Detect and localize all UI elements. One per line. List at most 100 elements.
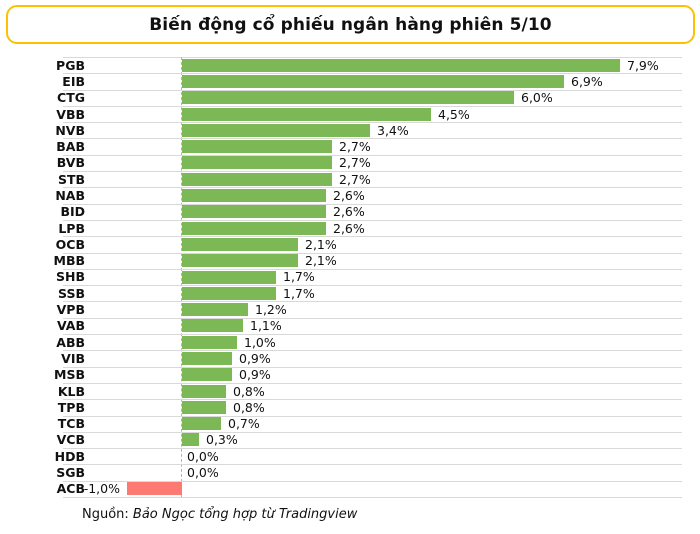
ticker-label: TCB [57,416,85,432]
value-label: 3,4% [377,122,409,138]
value-label: 2,7% [339,139,371,155]
row-gridline [63,317,682,319]
ticker-label: SSB [58,285,85,301]
value-label: 6,9% [571,73,603,89]
value-label: 7,9% [627,57,659,73]
ticker-label: ACB [56,481,85,497]
row-gridline [63,236,682,238]
value-label: 0,9% [239,350,271,366]
chart-title: Biến động cổ phiếu ngân hàng phiên 5/10 [149,14,552,35]
ticker-label: LPB [58,220,85,236]
row-gridline [63,431,682,433]
positive-bar [182,237,298,251]
row-gridline [63,105,682,107]
ticker-label: VBB [56,106,85,122]
value-label: 1,2% [255,302,287,318]
positive-bar [182,286,276,300]
positive-bar [182,172,332,186]
positive-bar [182,189,326,203]
ticker-label: MBB [53,253,86,269]
row-gridline [63,252,682,254]
positive-bar [182,205,326,219]
positive-bar [182,368,232,382]
positive-bar [182,254,298,268]
ticker-label: KLB [57,383,85,399]
source-text: Bảo Ngọc tổng hợp từ Tradingview [132,507,358,522]
positive-bar [182,351,232,365]
value-label: 2,7% [339,155,371,171]
row-gridline [63,480,682,482]
zero-axis-line [181,57,182,497]
ticker-label: ABB [56,334,85,350]
ticker-label: BVB [56,155,85,171]
value-label: 1,0% [244,334,276,350]
value-label: 1,1% [250,318,282,334]
row-gridline [63,285,682,287]
row-gridline [63,399,682,401]
ticker-label: PGB [56,57,85,73]
positive-bar [182,303,248,317]
row-gridline [63,497,682,498]
value-label: 1,7% [283,269,315,285]
ticker-label: OCB [55,236,85,252]
positive-bar [182,107,431,121]
ticker-label: SHB [56,269,85,285]
ticker-label: EIB [62,73,85,89]
ticker-label: TPB [57,399,85,415]
value-label: 0,7% [228,416,260,432]
positive-bar [182,123,370,137]
value-label: 0,8% [233,383,265,399]
row-gridline [63,448,682,450]
positive-bar [182,335,237,349]
source-caption: Nguồn: Bảo Ngọc tổng hợp từ Tradingview [82,507,357,522]
positive-bar [182,156,332,170]
row-gridline [63,89,682,91]
row-gridline [63,138,682,140]
ticker-label: NVB [55,122,85,138]
value-label: 0,3% [206,432,238,448]
row-gridline [63,154,682,156]
ticker-label: VCB [56,432,85,448]
ticker-label: BAB [56,139,85,155]
source-prefix: Nguồn: [82,507,133,522]
value-label: 2,6% [333,204,365,220]
row-gridline [63,268,682,270]
value-label: 0,0% [187,465,219,481]
ticker-label: VAB [56,318,85,334]
row-gridline [63,122,682,124]
value-label: 0,9% [239,367,271,383]
positive-bar [182,417,221,431]
bar-chart: PGB 7,9% EIB 6,9% CTG 6,0% VBB 4,5% NVB 3,4% BAB 2,… [0,57,700,498]
positive-bar [182,58,620,72]
value-label: 2,1% [305,253,337,269]
row-gridline [63,301,682,303]
ticker-label: VIB [61,350,85,366]
positive-bar [182,319,243,333]
ticker-label: BID [60,204,85,220]
positive-bar [182,433,199,447]
value-label: 2,1% [305,236,337,252]
row-gridline [63,464,682,466]
positive-bar [182,91,514,105]
ticker-label: MSB [54,367,85,383]
row-gridline [63,382,682,384]
row-gridline [63,203,682,205]
row-gridline [63,171,682,173]
ticker-label: HDB [54,448,85,464]
row-gridline [63,334,682,336]
ticker-label: NAB [55,188,85,203]
value-label: -1,0% [83,481,120,497]
positive-bar [182,384,226,398]
row-gridline [63,187,682,189]
row-gridline [63,73,682,75]
positive-bar [182,270,276,284]
ticker-label: CTG [57,90,85,106]
ticker-label: STB [57,171,85,187]
ticker-label: VPB [56,302,85,318]
value-label: 6,0% [521,90,553,106]
row-gridline [63,219,682,221]
ticker-label: SGB [56,465,85,481]
value-label: 4,5% [438,106,470,122]
positive-bar [182,74,564,88]
